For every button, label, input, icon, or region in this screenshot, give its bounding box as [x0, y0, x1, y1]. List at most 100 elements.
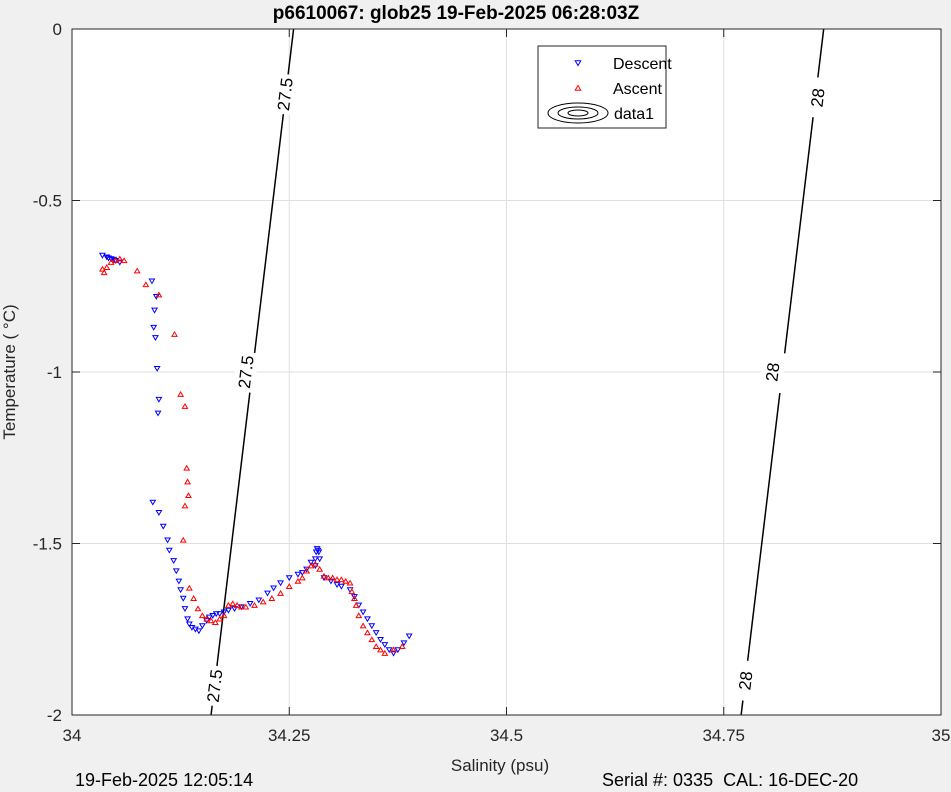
x-tick-label: 34.75: [702, 726, 745, 745]
ascent-point: [298, 574, 306, 581]
ascent-point: [120, 257, 128, 264]
x-axis-label: Salinity (psu): [451, 756, 549, 775]
ascent-point: [107, 258, 115, 265]
y-tick-label: -0.5: [33, 192, 62, 211]
ascent-point: [179, 536, 187, 543]
ascent-point: [359, 622, 367, 629]
descent-point: [333, 582, 341, 588]
x-tick-label: 34.25: [268, 726, 311, 745]
contour-label: 27.5: [274, 77, 297, 112]
descent-point: [316, 556, 324, 563]
ascent-point: [368, 636, 376, 643]
ascent-point: [307, 562, 315, 569]
descent-point: [164, 537, 172, 544]
descent-point: [368, 623, 376, 630]
descent-point: [381, 642, 389, 649]
descent-point: [363, 616, 371, 623]
ascent-point: [346, 579, 354, 586]
descent-point: [98, 252, 106, 259]
ascent-point: [285, 583, 293, 589]
ascent-point: [233, 601, 241, 608]
ascent-point: [203, 615, 211, 622]
ascent-point: [242, 603, 250, 610]
x-tick-label: 34.5: [490, 726, 523, 745]
ascent-point: [133, 267, 141, 274]
descent-point: [337, 583, 345, 590]
contour-label-bg: [201, 664, 228, 708]
descent-point: [155, 396, 163, 403]
ascent-point: [320, 572, 328, 579]
ascent-point: [155, 291, 163, 298]
descent-point: [153, 365, 161, 372]
ascent-point: [224, 601, 232, 608]
contour-label-bg: [759, 350, 786, 394]
ascent-point: [181, 502, 189, 509]
descent-point: [198, 623, 206, 630]
ascent-point: [177, 390, 185, 397]
y-axis-label: Temperature ( °C): [0, 304, 19, 439]
ascent-point: [268, 595, 276, 601]
contour-label-bg: [804, 76, 831, 119]
ascent-point: [377, 646, 384, 653]
descent-point: [179, 595, 187, 602]
descent-point: [377, 636, 384, 643]
ascent-point: [181, 402, 189, 409]
descent-point: [372, 630, 380, 637]
descent-point: [170, 558, 178, 564]
ascent-point: [184, 478, 192, 485]
legend-label: data1: [614, 106, 654, 123]
descent-point: [151, 307, 159, 314]
descent-point: [400, 640, 408, 647]
ascent-point: [352, 601, 360, 608]
ascent-point: [277, 589, 285, 596]
y-tick-label: -1: [47, 363, 62, 382]
ascent-point: [303, 567, 311, 574]
descent-point: [150, 324, 158, 331]
legend-contour-marker: [557, 106, 599, 120]
descent-point: [307, 559, 315, 566]
ascent-point: [333, 576, 341, 583]
contour-label: 27.5: [235, 354, 258, 389]
descent-point: [255, 597, 263, 604]
ascent-point: [329, 574, 337, 581]
descent-point: [116, 259, 124, 266]
contour-label: 28: [735, 670, 756, 691]
descent-point: [177, 587, 185, 594]
descent-point: [385, 647, 393, 654]
footer-serial-cal: Serial #: 0335 CAL: 16-DEC-20: [602, 770, 859, 790]
ascent-point: [372, 643, 380, 649]
contour-label-bg: [271, 72, 299, 116]
descent-point: [220, 609, 228, 616]
descent-point: [154, 410, 162, 417]
ascent-point: [185, 584, 193, 591]
chart-title: p6610067: glob25 19-Feb-2025 06:28:03Z: [273, 3, 640, 24]
ascent-point: [183, 464, 191, 471]
x-tick-label: 35: [932, 726, 951, 745]
ascent-point: [98, 265, 106, 272]
descent-point: [394, 647, 402, 654]
ascent-point: [198, 612, 206, 619]
footer-timestamp: 19-Feb-2025 12:05:14: [75, 770, 254, 790]
descent-point: [246, 600, 254, 607]
descent-point: [311, 556, 319, 563]
descent-point: [298, 570, 306, 576]
ascent-point: [337, 576, 345, 583]
ascent-point: [216, 615, 224, 622]
ascent-point: [350, 595, 358, 601]
contour-label: 28: [808, 87, 829, 108]
legend-label: Descent: [613, 56, 672, 73]
descent-point: [315, 549, 323, 556]
ascent-point: [190, 595, 198, 601]
descent-point: [277, 580, 285, 587]
descent-point: [209, 612, 217, 619]
ascent-point: [348, 588, 356, 595]
ascent-point: [103, 264, 111, 270]
grid: [72, 29, 941, 715]
descent-point: [212, 611, 220, 618]
descent-point: [294, 571, 302, 578]
descent-point: [303, 566, 311, 573]
y-tick-label: -1.5: [33, 535, 62, 554]
descent-point: [175, 578, 183, 585]
ascent-point: [398, 643, 406, 649]
